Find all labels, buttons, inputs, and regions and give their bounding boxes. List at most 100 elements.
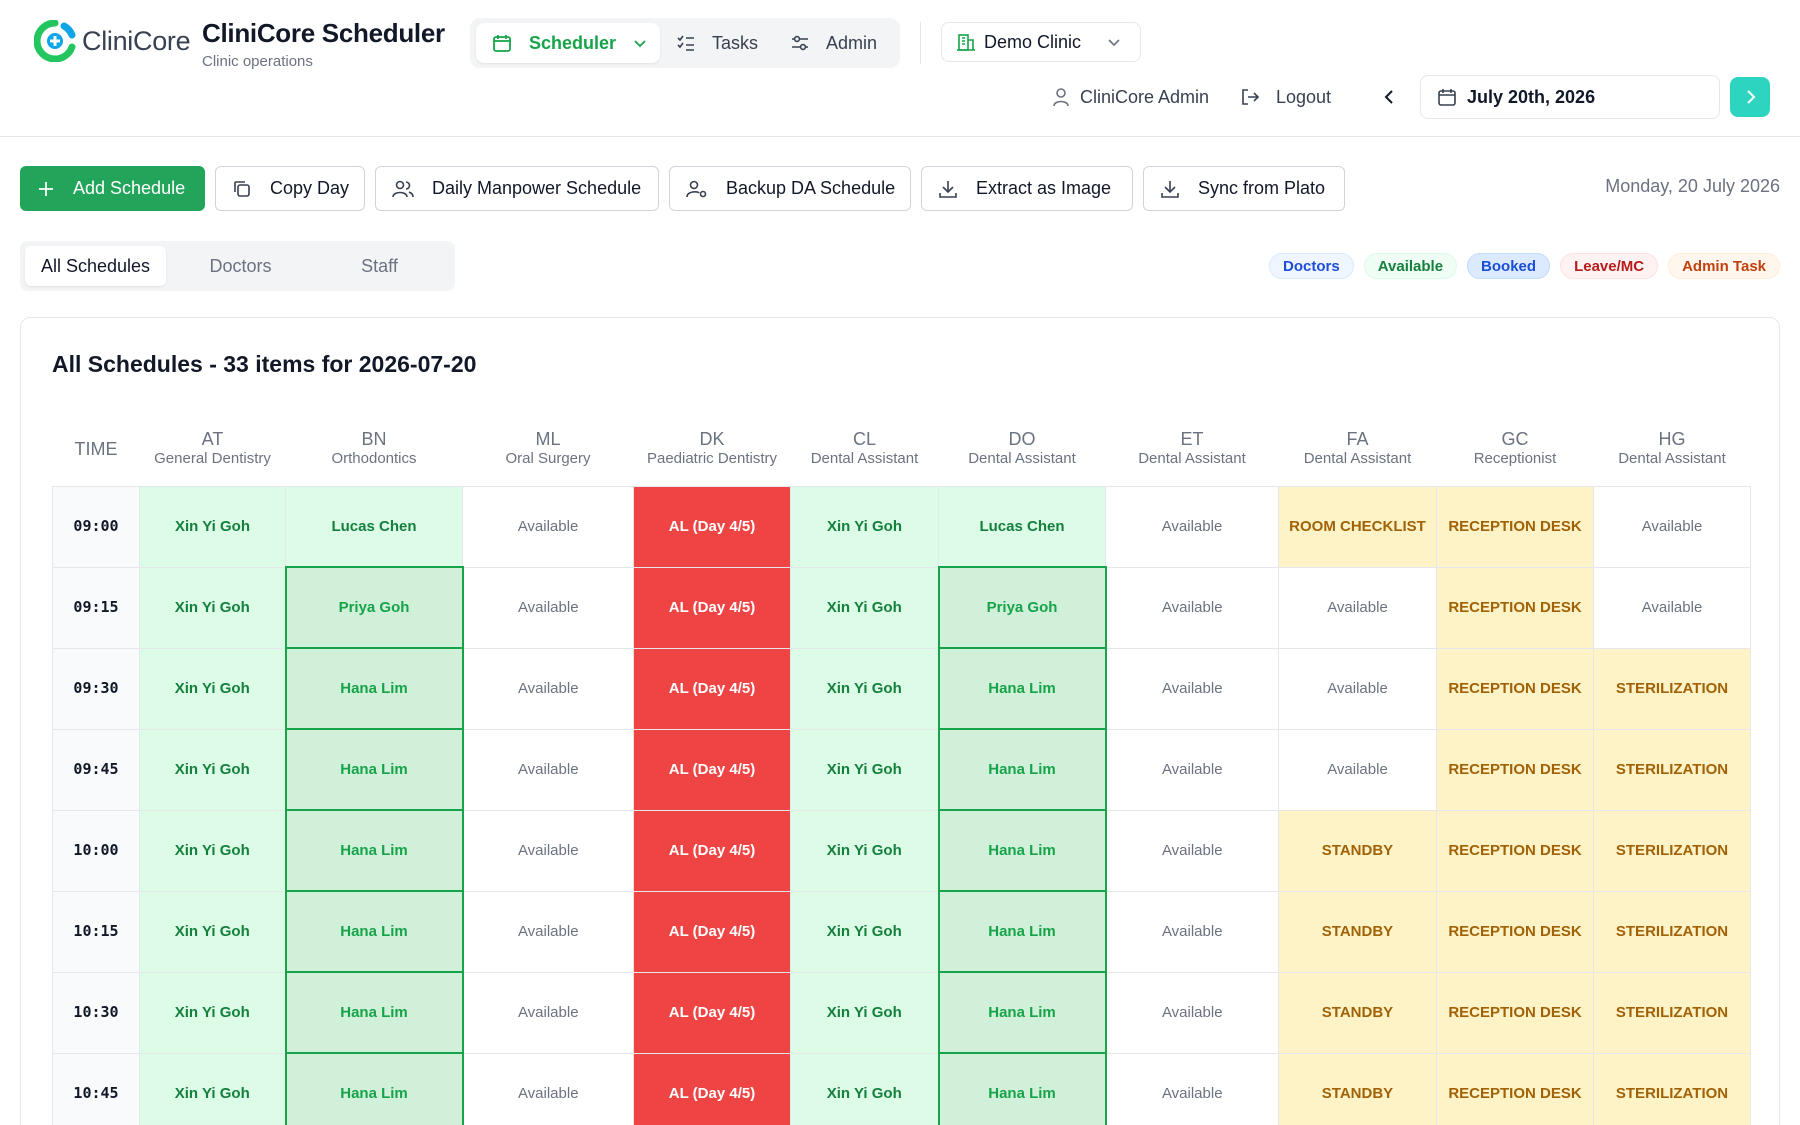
schedule-cell-leave[interactable]: AL (Day 4/5) xyxy=(633,647,791,730)
schedule-cell-doc[interactable]: Xin Yi Goh xyxy=(790,566,939,649)
schedule-cell-avail[interactable]: Available xyxy=(462,728,634,811)
schedule-cell-booked[interactable]: Hana Lim xyxy=(937,647,1107,730)
schedule-cell-admin[interactable]: RECEPTION DESK xyxy=(1436,809,1594,892)
schedule-cell-admin[interactable]: STERILIZATION xyxy=(1593,1052,1751,1125)
date-picker[interactable]: July 20th, 2026 xyxy=(1420,75,1720,119)
schedule-cell-admin[interactable]: STERILIZATION xyxy=(1593,890,1751,973)
sync-plato-button[interactable]: Sync from Plato xyxy=(1143,166,1345,211)
schedule-cell-avail[interactable]: Available xyxy=(1105,485,1279,568)
schedule-cell-admin[interactable]: RECEPTION DESK xyxy=(1436,1052,1594,1125)
schedule-cell-doc[interactable]: Xin Yi Goh xyxy=(139,566,286,649)
schedule-cell-avail[interactable]: Available xyxy=(462,566,634,649)
schedule-cell-doc[interactable]: Xin Yi Goh xyxy=(790,1052,939,1125)
tab-staff[interactable]: Staff xyxy=(361,255,398,276)
schedule-cell-booked[interactable]: Hana Lim xyxy=(284,890,464,973)
schedule-cell-booked[interactable]: Hana Lim xyxy=(937,809,1107,892)
nav-admin[interactable]: Admin xyxy=(790,23,877,63)
next-day-button[interactable] xyxy=(1730,77,1770,117)
schedule-cell-admin[interactable]: ROOM CHECKLIST xyxy=(1278,485,1437,568)
schedule-cell-doc[interactable]: Xin Yi Goh xyxy=(139,971,286,1054)
schedule-cell-avail[interactable]: Available xyxy=(462,890,634,973)
schedule-cell-admin[interactable]: STANDBY xyxy=(1278,890,1437,973)
schedule-cell-booked[interactable]: Hana Lim xyxy=(284,971,464,1054)
schedule-cell-booked[interactable]: Hana Lim xyxy=(937,971,1107,1054)
schedule-cell-doc[interactable]: Xin Yi Goh xyxy=(790,485,939,568)
schedule-cell-avail[interactable]: Available xyxy=(1593,566,1751,649)
schedule-cell-admin[interactable]: STERILIZATION xyxy=(1593,728,1751,811)
schedule-cell-avail[interactable]: Available xyxy=(462,485,634,568)
schedule-cell-doc[interactable]: Xin Yi Goh xyxy=(790,728,939,811)
schedule-cell-booked[interactable]: Hana Lim xyxy=(284,647,464,730)
schedule-cell-leave[interactable]: AL (Day 4/5) xyxy=(633,1052,791,1125)
tab-all-schedules[interactable]: All Schedules xyxy=(25,246,166,286)
schedule-cell-doc[interactable]: Xin Yi Goh xyxy=(139,485,286,568)
schedule-cell-avail[interactable]: Available xyxy=(1105,647,1279,730)
schedule-cell-doc[interactable]: Xin Yi Goh xyxy=(139,890,286,973)
daily-manpower-button[interactable]: Daily Manpower Schedule xyxy=(375,166,659,211)
schedule-cell-admin[interactable]: RECEPTION DESK xyxy=(1436,485,1594,568)
schedule-cell-leave[interactable]: AL (Day 4/5) xyxy=(633,890,791,973)
schedule-cell-doc[interactable]: Xin Yi Goh xyxy=(790,809,939,892)
schedule-cell-booked[interactable]: Hana Lim xyxy=(937,890,1107,973)
nav-scheduler[interactable]: Scheduler xyxy=(476,23,660,63)
schedule-cell-booked[interactable]: Hana Lim xyxy=(937,728,1107,811)
schedule-cell-admin[interactable]: STERILIZATION xyxy=(1593,809,1751,892)
schedule-cell-doc[interactable]: Xin Yi Goh xyxy=(139,728,286,811)
schedule-cell-doc[interactable]: Lucas Chen xyxy=(938,485,1106,568)
schedule-cell-booked[interactable]: Priya Goh xyxy=(937,566,1107,649)
schedule-cell-admin[interactable]: RECEPTION DESK xyxy=(1436,647,1594,730)
schedule-cell-avail[interactable]: Available xyxy=(1105,728,1279,811)
tab-doctors[interactable]: Doctors xyxy=(209,255,272,276)
schedule-cell-admin[interactable]: STERILIZATION xyxy=(1593,647,1751,730)
schedule-cell-avail[interactable]: Available xyxy=(1278,728,1437,811)
column-code: DO xyxy=(1008,429,1036,450)
column-code: FA xyxy=(1346,429,1369,450)
schedule-cell-booked[interactable]: Hana Lim xyxy=(937,1052,1107,1125)
schedule-cell-doc[interactable]: Xin Yi Goh xyxy=(790,647,939,730)
extract-image-button[interactable]: Extract as Image xyxy=(921,166,1133,211)
schedule-cell-doc[interactable]: Xin Yi Goh xyxy=(139,647,286,730)
clinicore-logo[interactable]: CliniCore xyxy=(33,19,191,63)
schedule-cell-avail[interactable]: Available xyxy=(1105,890,1279,973)
schedule-cell-avail[interactable]: Available xyxy=(462,1052,634,1125)
schedule-cell-booked[interactable]: Hana Lim xyxy=(284,1052,464,1125)
schedule-cell-avail[interactable]: Available xyxy=(1278,647,1437,730)
schedule-cell-leave[interactable]: AL (Day 4/5) xyxy=(633,728,791,811)
schedule-cell-avail[interactable]: Available xyxy=(1105,1052,1279,1125)
schedule-cell-doc[interactable]: Xin Yi Goh xyxy=(139,809,286,892)
nav-tasks[interactable]: Tasks xyxy=(676,23,758,63)
backup-da-button[interactable]: Backup DA Schedule xyxy=(669,166,911,211)
schedule-cell-admin[interactable]: RECEPTION DESK xyxy=(1436,890,1594,973)
schedule-cell-doc[interactable]: Xin Yi Goh xyxy=(790,971,939,1054)
schedule-cell-admin[interactable]: RECEPTION DESK xyxy=(1436,566,1594,649)
schedule-cell-leave[interactable]: AL (Day 4/5) xyxy=(633,971,791,1054)
schedule-cell-admin[interactable]: STANDBY xyxy=(1278,809,1437,892)
schedule-cell-doc[interactable]: Xin Yi Goh xyxy=(790,890,939,973)
schedule-cell-leave[interactable]: AL (Day 4/5) xyxy=(633,485,791,568)
logout-button[interactable]: Logout xyxy=(1240,80,1331,114)
copy-day-button[interactable]: Copy Day xyxy=(215,166,365,211)
schedule-cell-booked[interactable]: Priya Goh xyxy=(284,566,464,649)
schedule-cell-admin[interactable]: STANDBY xyxy=(1278,1052,1437,1125)
clinic-select[interactable]: Demo Clinic xyxy=(941,22,1141,62)
schedule-cell-avail[interactable]: Available xyxy=(1105,566,1279,649)
schedule-cell-admin[interactable]: STERILIZATION xyxy=(1593,971,1751,1054)
add-schedule-button[interactable]: Add Schedule xyxy=(20,166,205,211)
schedule-cell-avail[interactable]: Available xyxy=(462,971,634,1054)
schedule-cell-avail[interactable]: Available xyxy=(462,809,634,892)
schedule-cell-avail[interactable]: Available xyxy=(1278,566,1437,649)
schedule-cell-avail[interactable]: Available xyxy=(1593,485,1751,568)
schedule-cell-admin[interactable]: RECEPTION DESK xyxy=(1436,971,1594,1054)
previous-day-button[interactable] xyxy=(1372,80,1408,114)
schedule-cell-booked[interactable]: Hana Lim xyxy=(284,728,464,811)
schedule-cell-booked[interactable]: Hana Lim xyxy=(284,809,464,892)
schedule-cell-avail[interactable]: Available xyxy=(1105,809,1279,892)
schedule-cell-doc[interactable]: Lucas Chen xyxy=(285,485,463,568)
schedule-cell-admin[interactable]: STANDBY xyxy=(1278,971,1437,1054)
schedule-cell-avail[interactable]: Available xyxy=(1105,971,1279,1054)
schedule-cell-leave[interactable]: AL (Day 4/5) xyxy=(633,566,791,649)
schedule-cell-leave[interactable]: AL (Day 4/5) xyxy=(633,809,791,892)
schedule-cell-admin[interactable]: RECEPTION DESK xyxy=(1436,728,1594,811)
schedule-cell-doc[interactable]: Xin Yi Goh xyxy=(139,1052,286,1125)
schedule-cell-avail[interactable]: Available xyxy=(462,647,634,730)
